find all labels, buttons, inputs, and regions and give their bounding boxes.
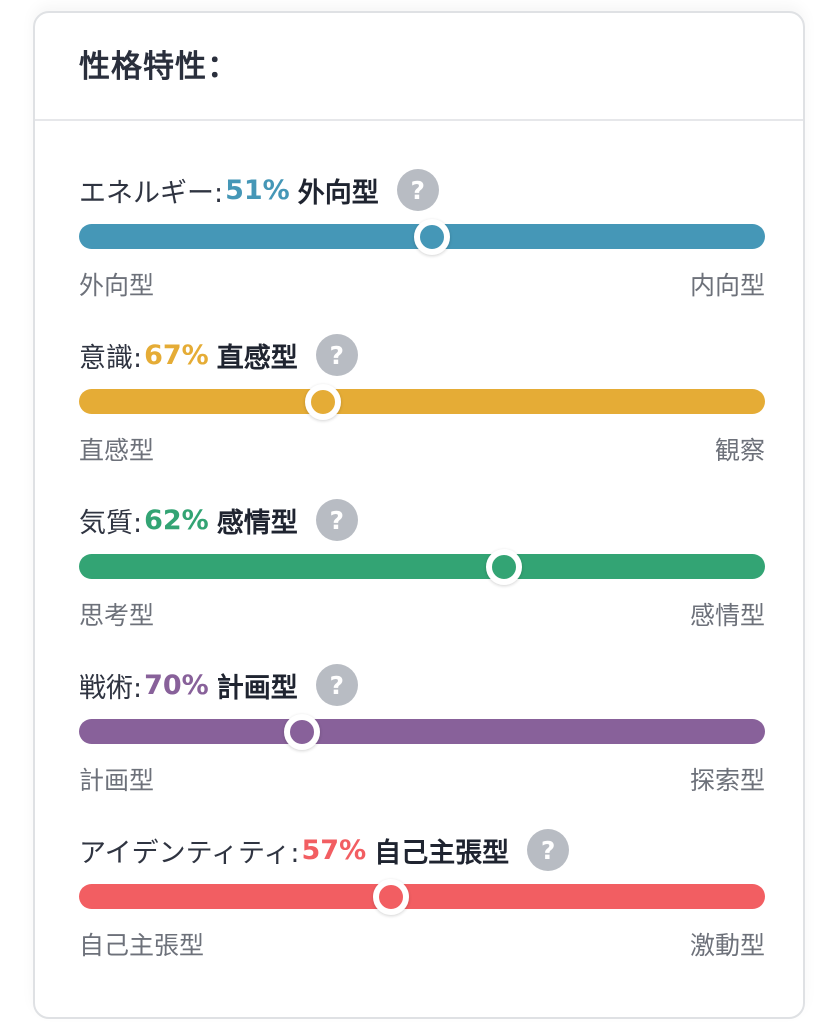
left-end-label: 思考型 — [79, 601, 155, 630]
trait-title: アイデンティティ: 57% 自己主張型 ? — [79, 828, 570, 872]
help-icon[interactable]: ? — [315, 664, 358, 706]
right-end-label: 感情型 — [689, 601, 765, 630]
card-header: 性格特性： — [35, 13, 803, 121]
trait-type: 外向型 — [297, 177, 379, 209]
trait-label: 戦術: — [79, 672, 143, 704]
trait-title: 戦術: 70% 計画型 ? — [79, 663, 358, 707]
trait-percent: 67% — [144, 339, 209, 371]
trait-title: 気質: 62% 感情型 ? — [79, 498, 358, 542]
trait-type: 感情型 — [216, 507, 298, 539]
help-icon[interactable]: ? — [315, 334, 358, 376]
right-end-label: 観察 — [714, 436, 765, 465]
left-end-label: 外向型 — [79, 271, 155, 300]
trait-slider-knob[interactable] — [304, 383, 341, 420]
left-end-label: 計画型 — [79, 766, 155, 795]
trait-slider-track — [79, 713, 765, 750]
trait-type: 自己主張型 — [374, 837, 510, 869]
trait-type: 直感型 — [216, 342, 298, 374]
trait-slider-knob[interactable] — [373, 878, 410, 915]
trait-label: アイデンティティ: — [79, 837, 300, 869]
left-end-label: 直感型 — [79, 436, 155, 465]
trait-percent: 62% — [144, 504, 209, 536]
trait-slider-knob[interactable] — [414, 218, 451, 255]
right-end-label: 探索型 — [689, 766, 765, 795]
trait-title: 意識: 67% 直感型 ? — [79, 333, 358, 377]
trait-percent: 51% — [225, 174, 290, 206]
trait-slider-knob[interactable] — [283, 713, 320, 750]
trait-label: 意識: — [79, 342, 143, 374]
trait-slider-track — [79, 548, 765, 585]
personality-traits-card: 性格特性： エネルギー: 51% 外向型 ? 外向型 内向型 意識: 67% 直… — [33, 11, 805, 1019]
help-icon[interactable]: ? — [527, 829, 570, 871]
trait-type: 計画型 — [216, 672, 298, 704]
right-end-label: 内向型 — [689, 271, 765, 300]
trait-label: 気質: — [79, 507, 143, 539]
trait-percent: 70% — [144, 669, 209, 701]
help-icon[interactable]: ? — [315, 499, 358, 541]
trait-percent: 57% — [301, 834, 367, 866]
trait-title: エネルギー: 51% 外向型 ? — [79, 168, 439, 212]
left-end-label: 自己主張型 — [79, 931, 205, 960]
trait-slider-track — [79, 218, 765, 255]
help-icon[interactable]: ? — [396, 169, 439, 211]
right-end-label: 激動型 — [689, 931, 765, 960]
trait-slider-track — [79, 383, 765, 420]
card-title: 性格特性： — [79, 48, 239, 85]
trait-label: エネルギー: — [79, 177, 224, 209]
trait-slider-knob[interactable] — [486, 548, 523, 585]
trait-slider-track — [79, 878, 765, 915]
